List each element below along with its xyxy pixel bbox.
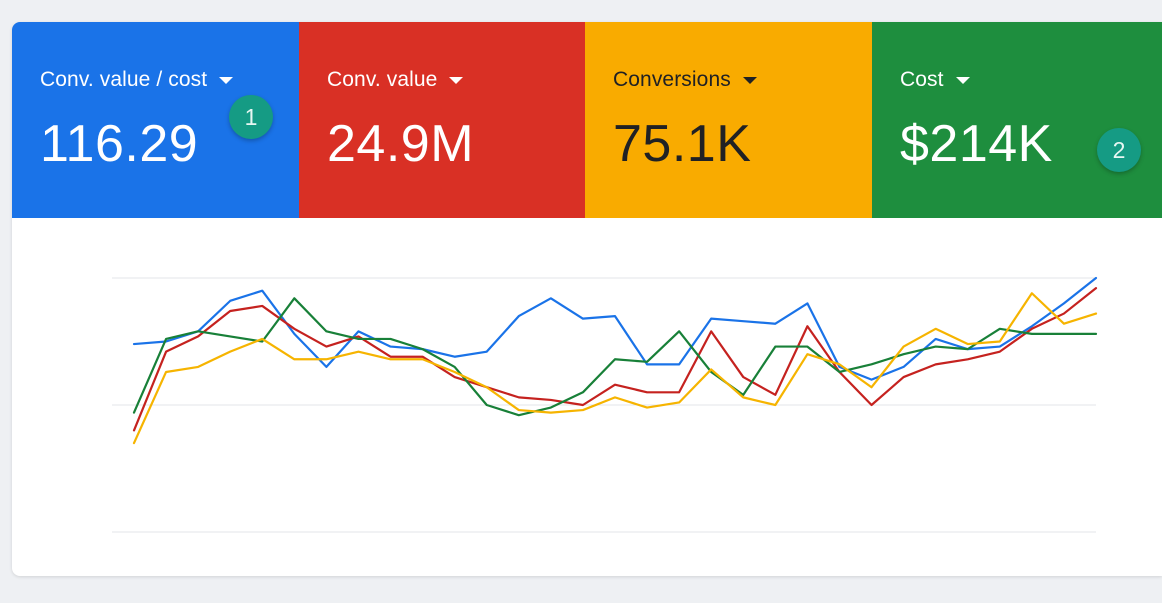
metric-value: 116.29: [40, 115, 199, 173]
dropdown-caret-icon[interactable]: [219, 76, 234, 84]
performance-summary-card: Conv. value / cost 116.29 1 Conv. value …: [12, 22, 1162, 576]
metric-value: 75.1K: [613, 115, 752, 173]
dropdown-caret-icon[interactable]: [955, 76, 970, 84]
series-line-2: [132, 297, 1098, 417]
metric-selector-conv-value[interactable]: Conv. value: [327, 68, 464, 92]
metric-selector-conv-value-cost[interactable]: Conv. value / cost: [40, 68, 234, 92]
callout-badge: 1: [229, 95, 273, 139]
series-line-3: [132, 292, 1098, 445]
metric-label: Conv. value: [327, 68, 438, 91]
metric-value: $214K: [900, 115, 1053, 173]
metric-tile-cost[interactable]: Cost $214K 2: [872, 22, 1162, 218]
callout-badge: 2: [1097, 128, 1141, 172]
series-line-1: [132, 287, 1098, 432]
performance-chart: [12, 218, 1162, 576]
dropdown-caret-icon[interactable]: [742, 76, 757, 84]
metric-tile-conv-value-cost[interactable]: Conv. value / cost 116.29 1: [12, 22, 299, 218]
metric-label: Cost: [900, 68, 944, 91]
series-line-0: [132, 276, 1098, 381]
metric-value: 24.9M: [327, 115, 475, 173]
metric-tiles: Conv. value / cost 116.29 1 Conv. value …: [12, 22, 1162, 218]
metric-label: Conv. value / cost: [40, 68, 208, 91]
metric-tile-conv-value[interactable]: Conv. value 24.9M: [299, 22, 585, 218]
metric-tile-conversions[interactable]: Conversions 75.1K: [585, 22, 872, 218]
dropdown-caret-icon[interactable]: [449, 76, 464, 84]
metric-selector-cost[interactable]: Cost: [900, 68, 970, 92]
metric-label: Conversions: [613, 68, 731, 91]
metric-selector-conversions[interactable]: Conversions: [613, 68, 757, 92]
line-chart-svg: [112, 276, 1098, 533]
